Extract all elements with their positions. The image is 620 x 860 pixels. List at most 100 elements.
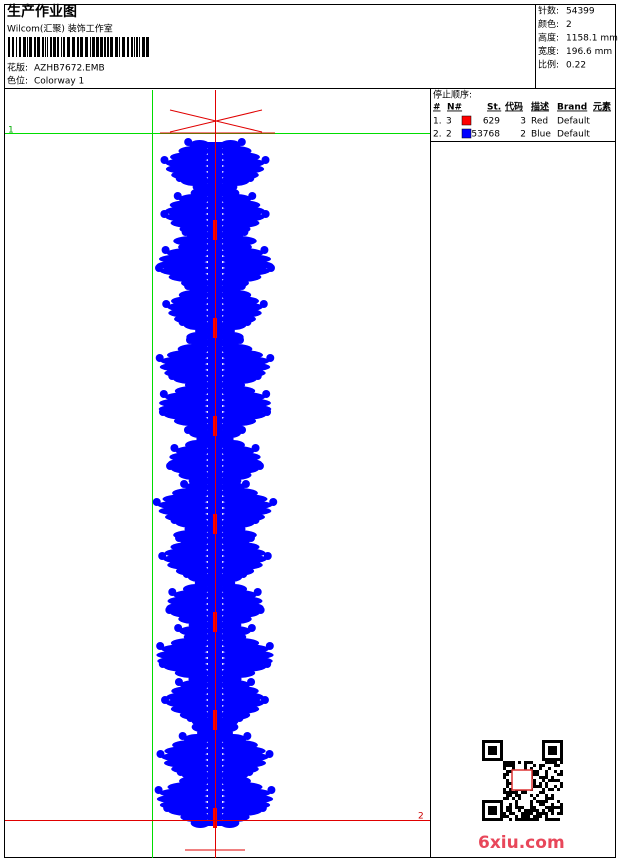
qr-finder (488, 746, 497, 755)
qr-module (533, 806, 536, 809)
motif (183, 426, 192, 434)
motif (220, 818, 240, 828)
qr-module (542, 788, 545, 791)
qr-module (545, 812, 548, 815)
qr-module (509, 770, 512, 773)
motif (155, 354, 164, 362)
bar-stripe (12, 37, 14, 57)
bar-stripe (27, 37, 28, 57)
bar-stripe (134, 37, 135, 57)
qr-module (509, 818, 512, 821)
qr-module (506, 797, 509, 800)
qr-module (554, 779, 557, 782)
qr-module (533, 764, 536, 767)
motif (168, 372, 177, 380)
qr-module (521, 812, 524, 815)
qr-module (539, 785, 542, 788)
bar-stripe (110, 37, 113, 57)
qr-module (545, 785, 548, 788)
motif (269, 498, 278, 506)
motif (163, 804, 172, 812)
qr-module (515, 794, 518, 797)
bar-stripe (139, 37, 140, 57)
qr-finder (542, 740, 563, 761)
bar-stripe (96, 37, 99, 57)
qr-module (533, 815, 536, 818)
bar-stripe (115, 37, 118, 57)
motif (176, 768, 185, 776)
qr-module (560, 803, 563, 806)
motif (263, 552, 272, 560)
qr-module (515, 791, 518, 794)
qr-module (506, 794, 509, 797)
qr-module (506, 785, 509, 788)
qr-module (560, 782, 563, 785)
qr-module (533, 785, 536, 788)
qr-module (530, 800, 533, 803)
stat-label: 针数: (538, 5, 559, 17)
column-header: 代码 (504, 101, 523, 113)
qr-module (560, 809, 563, 812)
end-marker: 2 (418, 812, 424, 822)
motif (248, 192, 257, 200)
motif (170, 516, 179, 524)
qr-module (503, 797, 506, 800)
bar-stripe (104, 37, 106, 57)
qr-module (533, 809, 536, 812)
motif (180, 480, 189, 488)
qr-module (545, 794, 548, 797)
qr-module (503, 791, 506, 794)
qr-module (557, 779, 560, 782)
qr-module (554, 806, 557, 809)
qr-module (542, 776, 545, 779)
qr-module (506, 782, 509, 785)
bar-stripe (136, 37, 138, 57)
bar-stripe (85, 37, 88, 57)
qr-module (536, 809, 539, 812)
qr-module (527, 761, 530, 764)
qr-module (539, 800, 542, 803)
motif (251, 516, 260, 524)
qr-module (548, 809, 551, 812)
motif (161, 696, 170, 704)
studio: Wilcom(汇聚) 装饰工作室 (7, 23, 113, 35)
column-header: 描述 (531, 101, 549, 113)
qr-module (548, 788, 551, 791)
qr-module (539, 791, 542, 794)
stat-value: 2 (566, 20, 572, 30)
qr-module (539, 803, 542, 806)
qr-module (509, 806, 512, 809)
motif (186, 714, 195, 722)
qr-module (530, 812, 533, 815)
qr-module (551, 776, 554, 779)
motif (260, 246, 269, 254)
motif (235, 714, 244, 722)
bar-stripe (127, 37, 129, 57)
motif (182, 570, 191, 578)
qr-module (533, 818, 536, 821)
motif (174, 678, 183, 686)
description: Red (531, 117, 548, 127)
stat-label: 高度: (538, 32, 559, 44)
motif (266, 264, 275, 272)
qr-module (542, 812, 545, 815)
code: 2 (520, 130, 526, 140)
qr-module (545, 815, 548, 818)
needle: 3 (446, 117, 452, 127)
qr-module (530, 767, 533, 770)
motif (241, 480, 250, 488)
qr-module (518, 794, 521, 797)
qr-module (557, 764, 560, 767)
qr-module (506, 764, 509, 767)
qr-module (548, 761, 551, 764)
needle: 2 (446, 130, 452, 140)
bar-stripe (45, 37, 46, 57)
column-header: Brand (557, 103, 587, 113)
qr-module (527, 815, 530, 818)
qr-module (530, 803, 533, 806)
qr-module (509, 812, 512, 815)
motif (178, 318, 187, 326)
qr-finder (488, 806, 497, 815)
qr-module (512, 797, 515, 800)
qr-module (536, 773, 539, 776)
